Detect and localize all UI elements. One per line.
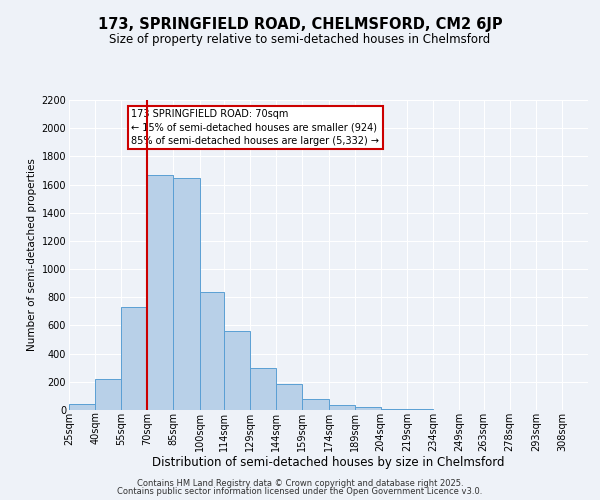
Y-axis label: Number of semi-detached properties: Number of semi-detached properties: [28, 158, 37, 352]
Bar: [250, 368, 276, 410]
Text: Contains HM Land Registry data © Crown copyright and database right 2025.: Contains HM Land Registry data © Crown c…: [137, 478, 463, 488]
Bar: [200, 292, 224, 410]
Bar: [329, 405, 355, 410]
Bar: [121, 307, 148, 410]
Bar: [173, 178, 200, 410]
Bar: [381, 408, 407, 410]
Text: Size of property relative to semi-detached houses in Chelmsford: Size of property relative to semi-detach…: [109, 32, 491, 46]
Text: 173 SPRINGFIELD ROAD: 70sqm
← 15% of semi-detached houses are smaller (924)
85% : 173 SPRINGFIELD ROAD: 70sqm ← 15% of sem…: [131, 110, 379, 146]
Bar: [276, 384, 302, 410]
Text: Contains public sector information licensed under the Open Government Licence v3: Contains public sector information licen…: [118, 487, 482, 496]
Bar: [302, 400, 329, 410]
Bar: [95, 379, 121, 410]
Bar: [224, 331, 250, 410]
X-axis label: Distribution of semi-detached houses by size in Chelmsford: Distribution of semi-detached houses by …: [152, 456, 505, 469]
Bar: [148, 174, 173, 410]
Bar: [355, 407, 381, 410]
Bar: [69, 404, 95, 410]
Text: 173, SPRINGFIELD ROAD, CHELMSFORD, CM2 6JP: 173, SPRINGFIELD ROAD, CHELMSFORD, CM2 6…: [98, 18, 502, 32]
